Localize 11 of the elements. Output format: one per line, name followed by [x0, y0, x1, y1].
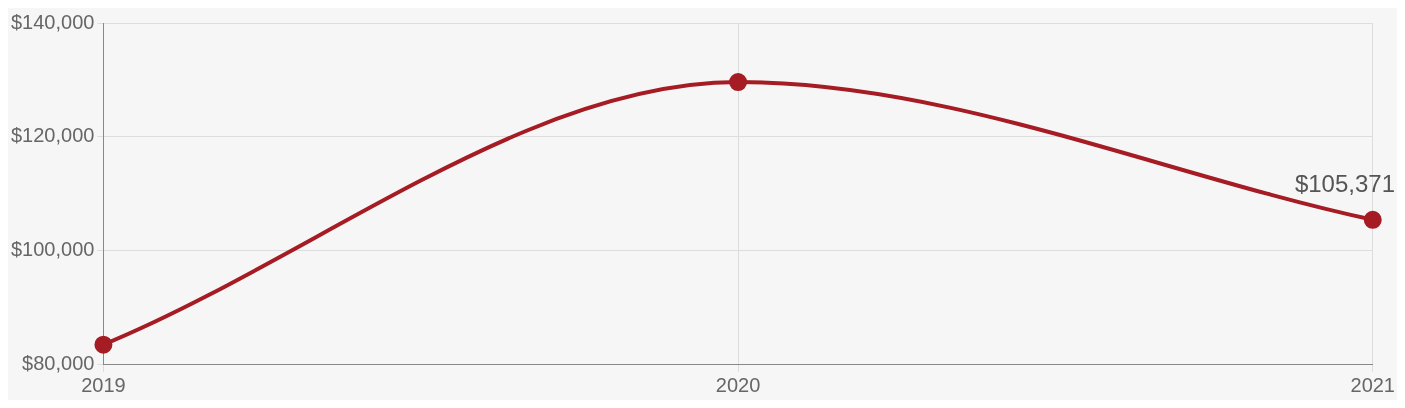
x-tick-label: 2019	[81, 373, 126, 396]
point	[729, 73, 748, 92]
point	[94, 335, 113, 354]
x-tick-label: 2021	[1350, 373, 1395, 396]
data-label: $105,371	[1294, 170, 1395, 198]
point	[1363, 210, 1382, 229]
y-tick-label: $100,000	[11, 237, 95, 260]
y-tick-label: $120,000	[11, 124, 95, 147]
y-tick-label: $80,000	[22, 351, 95, 374]
x-tick-label: 2020	[715, 373, 761, 396]
y-tick-label: $140,000	[11, 10, 95, 33]
